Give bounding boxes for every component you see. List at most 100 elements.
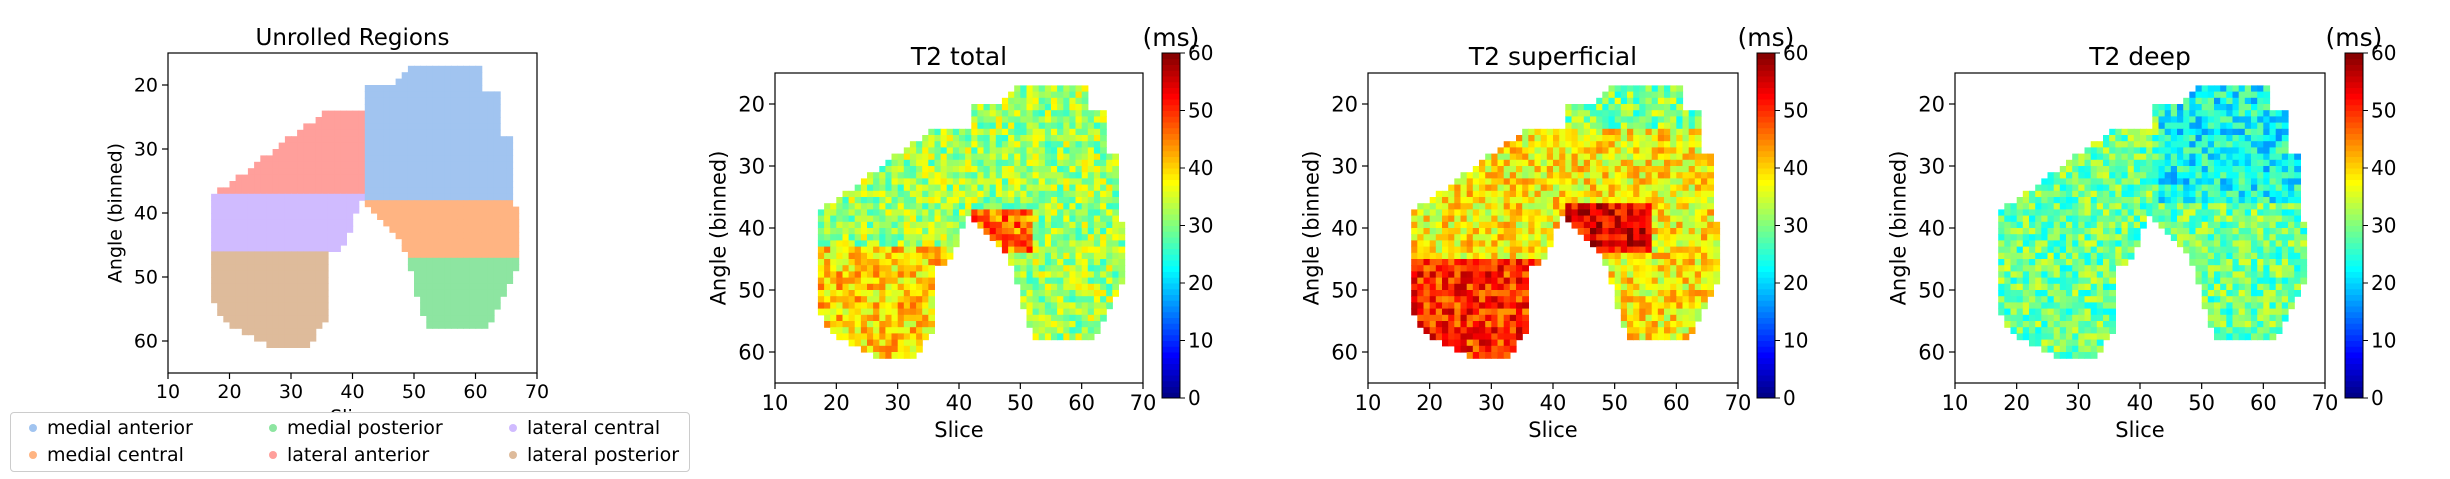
heatmap-cell xyxy=(432,257,440,265)
heatmap-cell xyxy=(1707,290,1714,297)
heatmap-cell xyxy=(2183,97,2190,105)
x-tick-label: 10 xyxy=(1355,391,1382,415)
colorbar-tick-label: 10 xyxy=(1783,329,1808,353)
heatmap-cell xyxy=(1627,178,1634,186)
heatmap-cell xyxy=(481,123,489,131)
heatmap-cell xyxy=(1075,302,1083,310)
heatmap-cell xyxy=(817,302,825,310)
heatmap-cell xyxy=(1509,302,1517,310)
colorbar-segment xyxy=(1162,150,1180,157)
heatmap-cell xyxy=(1664,221,1671,229)
heatmap-cell xyxy=(1100,240,1107,248)
heatmap-cell xyxy=(1460,172,1468,179)
heatmap-cell xyxy=(1676,116,1684,124)
colorbar-segment xyxy=(1757,271,1775,278)
heatmap-cell xyxy=(211,232,218,240)
heatmap-cell xyxy=(1479,178,1486,186)
heatmap-cell xyxy=(1701,271,1708,279)
heatmap-cell xyxy=(1596,153,1603,161)
heatmap-cell xyxy=(1522,128,1529,136)
heatmap-cell xyxy=(1633,147,1640,155)
heatmap-cell xyxy=(254,193,261,201)
heatmap-cell xyxy=(1106,153,1113,161)
heatmap-cell xyxy=(1559,153,1566,161)
heatmap-cell xyxy=(1565,147,1573,155)
heatmap-cell xyxy=(1516,302,1523,310)
heatmap-cell xyxy=(247,309,255,316)
heatmap-cell xyxy=(1051,197,1058,204)
heatmap-cell xyxy=(266,264,274,272)
heatmap-cell xyxy=(1032,104,1040,111)
heatmap-cell xyxy=(1454,277,1462,285)
colorbar-segment xyxy=(1757,173,1775,180)
heatmap-cell xyxy=(1553,141,1560,148)
heatmap-cell xyxy=(922,234,929,241)
heatmap-cell xyxy=(1100,135,1107,142)
heatmap-cell xyxy=(1676,135,1684,142)
heatmap-cell xyxy=(432,129,440,137)
heatmap-cell xyxy=(297,315,304,323)
heatmap-cell xyxy=(1411,265,1418,272)
heatmap-cell xyxy=(2127,166,2135,173)
heatmap-cell xyxy=(971,116,978,124)
heatmap-cell xyxy=(2053,172,2061,179)
heatmap-cell xyxy=(1063,178,1070,186)
heatmap-cell xyxy=(1001,184,1009,192)
heatmap-cell xyxy=(438,174,446,182)
heatmap-cell xyxy=(340,232,347,240)
heatmap-cell xyxy=(860,178,868,186)
heatmap-cell xyxy=(1657,321,1665,328)
heatmap-cell xyxy=(463,264,470,272)
heatmap-cell xyxy=(321,238,329,246)
heatmap-cell xyxy=(1051,110,1058,117)
heatmap-cell xyxy=(463,168,470,176)
heatmap-cell xyxy=(2207,104,2215,111)
heatmap-cell xyxy=(1112,277,1119,285)
heatmap-cell xyxy=(1026,190,1034,198)
heatmap-cell xyxy=(1448,221,1455,229)
heatmap-cell xyxy=(352,136,360,144)
heatmap-cell xyxy=(989,221,997,229)
heatmap-cell xyxy=(1093,215,1101,223)
heatmap-cell xyxy=(959,215,966,223)
heatmap-cell xyxy=(340,168,347,176)
heatmap-cell xyxy=(842,228,850,235)
heatmap-cell xyxy=(1057,228,1064,235)
heatmap-cell xyxy=(1106,184,1113,192)
heatmap-cell xyxy=(2214,166,2221,173)
heatmap-cell xyxy=(346,117,354,124)
heatmap-cell xyxy=(1118,234,1126,241)
heatmap-cell xyxy=(1620,190,1628,198)
heatmap-cell xyxy=(946,215,954,223)
heatmap-cell xyxy=(444,270,452,278)
heatmap-cell xyxy=(1051,265,1058,272)
colorbar-segment xyxy=(1162,237,1180,244)
heatmap-cell xyxy=(842,265,850,272)
heatmap-cell xyxy=(395,85,403,92)
heatmap-cell xyxy=(241,187,249,195)
heatmap-cell xyxy=(1509,339,1517,347)
heatmap-cell xyxy=(438,213,446,220)
heatmap-cell xyxy=(291,161,298,169)
heatmap-cell xyxy=(426,181,434,188)
heatmap-cell xyxy=(2158,104,2166,111)
heatmap-cell xyxy=(1038,240,1046,248)
heatmap-cell xyxy=(432,309,440,316)
heatmap-cell xyxy=(1057,327,1064,334)
heatmap-cell xyxy=(1602,110,1610,117)
heatmap-cell xyxy=(420,238,427,246)
heatmap-cell xyxy=(2103,153,2110,161)
heatmap-cell xyxy=(1063,302,1070,310)
heatmap-cell xyxy=(2251,116,2258,124)
heatmap-cell xyxy=(1038,327,1046,334)
heatmap-cell xyxy=(2244,172,2252,179)
heatmap-cell xyxy=(1051,85,1058,93)
heatmap-cell xyxy=(1688,110,1696,117)
heatmap-cell xyxy=(284,251,292,259)
heatmap-cell xyxy=(272,238,280,246)
heatmap-cell xyxy=(1472,271,1480,279)
heatmap-cell xyxy=(1534,203,1542,210)
heatmap-cell xyxy=(1694,178,1702,186)
heatmap-cell xyxy=(315,283,323,291)
